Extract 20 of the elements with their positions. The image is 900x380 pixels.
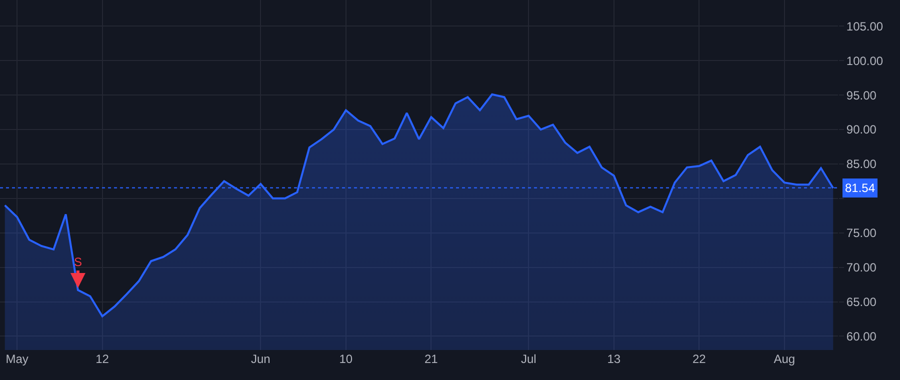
y-tick-label: 85.00: [846, 157, 877, 172]
x-tick-label: May: [6, 352, 28, 366]
y-tick-label: 95.00: [846, 88, 877, 102]
y-tick-label: 90.00: [846, 122, 877, 137]
x-tick-label: 10: [339, 352, 353, 366]
x-tick-label: 12: [96, 352, 110, 366]
y-tick-label: 70.00: [846, 260, 877, 275]
y-tick-label: 105.00: [846, 19, 884, 34]
x-tick-label: 21: [424, 352, 438, 366]
x-tick-label: Jun: [250, 352, 270, 366]
x-tick-label: Jul: [520, 352, 536, 366]
y-tick-label: 60.00: [846, 329, 877, 344]
y-tick-label: 100.00: [846, 54, 884, 68]
x-tick-label: Aug: [774, 352, 796, 366]
y-tick-label: 75.00: [846, 226, 877, 240]
y-tick-label: 65.00: [846, 294, 877, 309]
x-tick-label: 22: [692, 352, 706, 366]
ref-line-label: 81.54: [845, 181, 876, 195]
annotation: S: [74, 255, 82, 269]
x-tick-label: 13: [607, 352, 621, 366]
